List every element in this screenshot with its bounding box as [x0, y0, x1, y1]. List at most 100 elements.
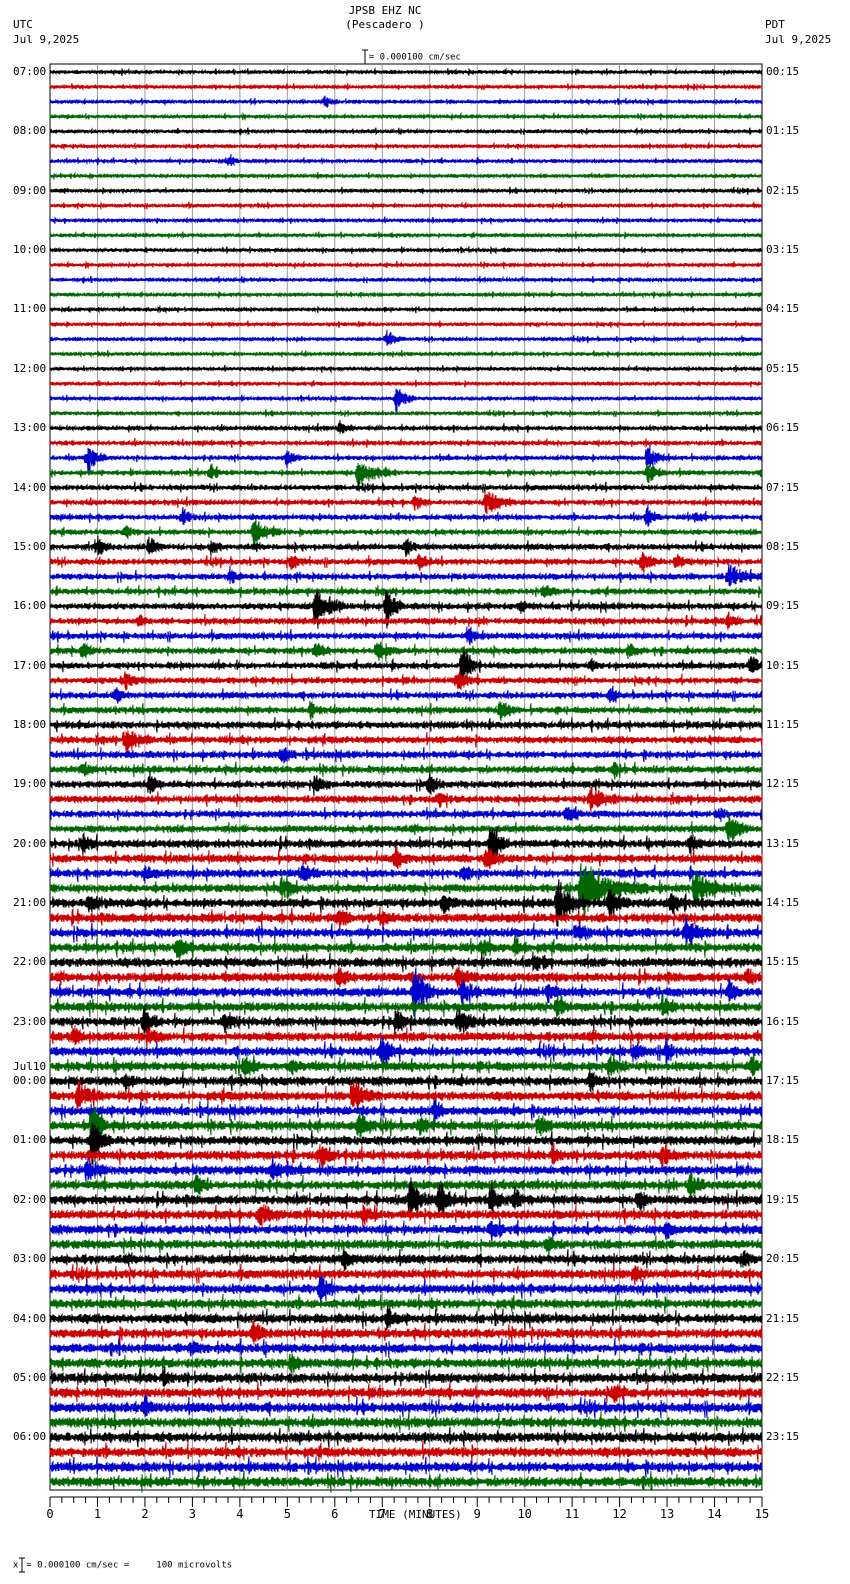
pdt-hour-label: 05:15 — [766, 361, 800, 375]
right-date: Jul 9,2025 — [765, 33, 832, 46]
x-tick-label: 14 — [707, 1507, 721, 1521]
pdt-hour-label: 07:15 — [766, 480, 800, 494]
footer-scale-text: = 0.000100 cm/sec = 100 microvolts — [26, 1560, 233, 1571]
utc-hour-label: 19:00 — [13, 777, 47, 791]
trace-row — [49, 1426, 763, 1448]
trace-row — [49, 625, 763, 646]
pdt-hour-label: 14:15 — [766, 896, 800, 910]
trace-row — [49, 551, 763, 574]
trace-row — [49, 1293, 763, 1314]
pdt-hour-label: 08:15 — [766, 539, 800, 553]
trace-row — [49, 1411, 763, 1433]
x-tick-label: 7 — [379, 1507, 386, 1521]
utc-hour-label: 00:00 — [13, 1074, 47, 1088]
utc-hour-label: 06:00 — [13, 1430, 47, 1444]
trace-row — [49, 111, 763, 122]
pdt-hour-label: 06:15 — [766, 421, 800, 435]
station-location: (Pescadero ) — [345, 18, 425, 31]
x-tick-label: 9 — [474, 1507, 481, 1521]
x-tick-label: 15 — [755, 1507, 769, 1521]
trace-row — [49, 641, 763, 662]
utc-hour-label: 13:00 — [13, 421, 47, 435]
trace-row — [49, 329, 763, 346]
trace-row — [49, 1106, 763, 1152]
pdt-hour-label: 04:15 — [766, 302, 800, 316]
trace-row — [49, 230, 763, 240]
x-tick-label: 0 — [46, 1507, 53, 1521]
trace-row — [49, 320, 763, 329]
left-timezone: UTC — [13, 18, 33, 31]
trace-row — [49, 951, 763, 973]
pdt-hour-label: 15:15 — [766, 955, 800, 969]
trace-row — [49, 1098, 763, 1126]
trace-row — [49, 1143, 763, 1168]
trace-row — [49, 259, 763, 270]
pdt-hour-label: 17:15 — [766, 1074, 800, 1088]
utc-hour-label: 03:00 — [13, 1252, 47, 1266]
trace-row — [49, 1080, 763, 1112]
trace-row — [49, 879, 763, 927]
utc-hour-label: 16:00 — [13, 599, 47, 613]
trace-row — [49, 171, 763, 180]
trace-row — [49, 408, 763, 418]
x-tick-label: 2 — [141, 1507, 148, 1521]
x-tick-label: 11 — [565, 1507, 579, 1521]
x-tick-label: 13 — [660, 1507, 674, 1521]
pdt-hour-label: 12:15 — [766, 777, 800, 791]
utc-hour-label: 09:00 — [13, 183, 47, 197]
trace-row — [49, 1337, 763, 1359]
trace-row — [49, 1381, 763, 1404]
pdt-hour-label: 16:15 — [766, 1014, 800, 1028]
trace-row — [49, 611, 763, 630]
trace-row — [49, 275, 763, 285]
trace-row — [49, 388, 763, 413]
trace-row — [49, 364, 763, 374]
utc-hour-label: 05:00 — [13, 1370, 47, 1384]
trace-row — [49, 669, 763, 691]
utc-hour-label: 08:00 — [13, 124, 47, 138]
trace-row — [49, 1263, 763, 1286]
trace-row — [49, 1003, 763, 1037]
trace-row — [49, 761, 763, 780]
trace-row — [49, 1202, 763, 1229]
pdt-hour-label: 19:15 — [766, 1192, 800, 1206]
trace-row — [49, 967, 763, 1018]
trace-row — [49, 503, 763, 527]
pdt-hour-label: 18:15 — [766, 1133, 800, 1147]
utc-hour-label: 14:00 — [13, 480, 47, 494]
trace-row — [49, 700, 763, 721]
trace-row — [49, 1234, 763, 1257]
x-tick-label: 1 — [94, 1507, 101, 1521]
pdt-hour-label: 10:15 — [766, 658, 800, 672]
trace-row — [49, 95, 763, 109]
trace-row — [49, 862, 763, 916]
trace-row — [49, 154, 763, 167]
pdt-hour-label: 00:15 — [766, 65, 800, 78]
station-title: JPSB EHZ NC — [348, 4, 422, 17]
trace-row — [49, 584, 763, 599]
pdt-hour-label: 22:15 — [766, 1370, 800, 1384]
trace-row — [49, 1352, 763, 1377]
trace-row — [49, 1218, 763, 1242]
utc-hour-label: 23:00 — [13, 1014, 47, 1028]
trace-row — [49, 806, 763, 823]
trace-row — [49, 746, 763, 764]
trace-row — [49, 590, 763, 629]
trace-row — [49, 730, 763, 754]
x-tick-label: 10 — [517, 1507, 531, 1521]
trace-row — [49, 186, 763, 196]
trace-row — [49, 1305, 763, 1331]
trace-row — [49, 1247, 763, 1271]
pdt-hour-label: 03:15 — [766, 243, 800, 257]
trace-row — [49, 305, 763, 315]
trace-row — [49, 1122, 763, 1167]
x-tick-label: 4 — [236, 1507, 243, 1521]
trace-row — [49, 785, 763, 813]
trace-row — [49, 863, 763, 884]
x-tick-label: 8 — [426, 1507, 433, 1521]
trace-row — [49, 717, 763, 733]
trace-row — [49, 685, 763, 704]
x-tick-label: 12 — [612, 1507, 626, 1521]
utc-hour-label: 15:00 — [13, 539, 47, 553]
trace-row — [49, 127, 763, 137]
